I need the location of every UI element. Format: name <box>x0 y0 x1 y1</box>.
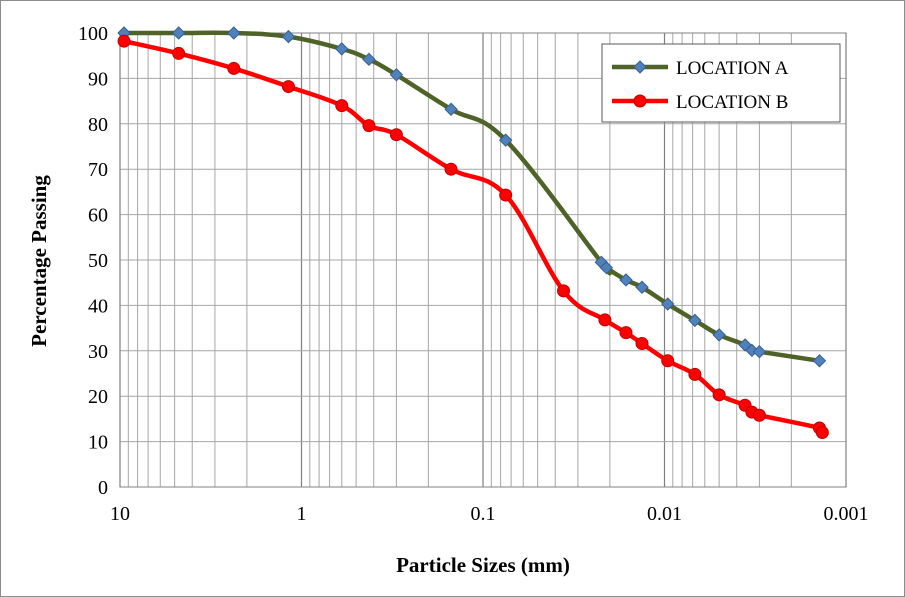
plot-area-border <box>119 32 847 488</box>
y-tick-label: 0 <box>98 477 108 499</box>
data-point-marker <box>752 408 766 422</box>
y-tick-label: 90 <box>88 68 108 90</box>
y-tick-label: 80 <box>88 114 108 136</box>
y-tick-label: 20 <box>88 386 108 408</box>
data-point-marker <box>227 61 241 75</box>
data-point-marker <box>752 345 767 359</box>
data-point-marker <box>815 426 829 440</box>
data-point-marker <box>712 388 726 402</box>
data-point-marker <box>499 188 513 202</box>
data-point-marker <box>635 280 649 294</box>
data-point-marker <box>172 46 186 60</box>
data-point-marker <box>599 261 614 275</box>
data-point-marker <box>661 354 675 368</box>
x-tick-label: 1 <box>297 503 307 525</box>
x-tick-label: 0.001 <box>824 503 869 525</box>
data-point-marker <box>227 26 241 40</box>
data-point-marker <box>389 128 403 142</box>
data-point-marker <box>688 367 702 381</box>
x-axis-title: Particle Sizes (mm) <box>396 553 570 577</box>
x-tick-label: 0.1 <box>471 503 496 525</box>
x-tick-label: 10 <box>110 503 130 525</box>
y-axis-title: Percentage Passing <box>27 175 51 347</box>
data-point-marker <box>171 26 186 40</box>
data-point-marker <box>619 273 633 287</box>
legend-marker-location-a <box>633 60 647 74</box>
y-tick-label: 70 <box>88 159 108 181</box>
data-point-marker <box>812 354 827 368</box>
data-point-marker <box>117 34 131 48</box>
y-tick-label: 30 <box>88 341 108 363</box>
series-location-a <box>117 26 827 368</box>
legend-box <box>601 43 841 123</box>
data-point-marker <box>362 119 376 133</box>
y-tick-label: 50 <box>88 250 108 272</box>
data-point-marker <box>619 326 633 340</box>
data-point-marker <box>745 343 759 358</box>
data-point-marker <box>281 80 295 94</box>
data-point-marker <box>389 68 404 82</box>
x-tick-label: 0.01 <box>647 503 682 525</box>
data-point-marker <box>335 99 349 113</box>
data-point-marker <box>661 297 675 311</box>
data-point-marker <box>635 337 649 351</box>
data-point-marker <box>362 52 376 67</box>
data-point-marker <box>557 284 571 298</box>
data-point-marker <box>281 29 296 44</box>
data-point-marker <box>444 162 458 176</box>
data-point-marker <box>444 102 458 116</box>
data-point-marker <box>498 133 513 147</box>
data-point-marker <box>712 328 726 342</box>
series-lines <box>117 26 829 440</box>
data-point-marker <box>335 42 349 56</box>
legend-label-location-a: LOCATION A <box>676 58 789 79</box>
legend-marker-location-b <box>633 94 647 108</box>
data-point-marker <box>598 313 612 327</box>
y-tick-label: 60 <box>88 205 108 227</box>
data-point-marker <box>688 313 702 328</box>
y-tick-label: 10 <box>88 432 108 454</box>
legend: LOCATION A LOCATION B <box>601 43 841 123</box>
y-tick-label: 100 <box>78 23 108 45</box>
legend-label-location-b: LOCATION B <box>676 92 788 113</box>
y-tick-label: 40 <box>88 295 108 317</box>
series-location-b <box>117 34 829 440</box>
